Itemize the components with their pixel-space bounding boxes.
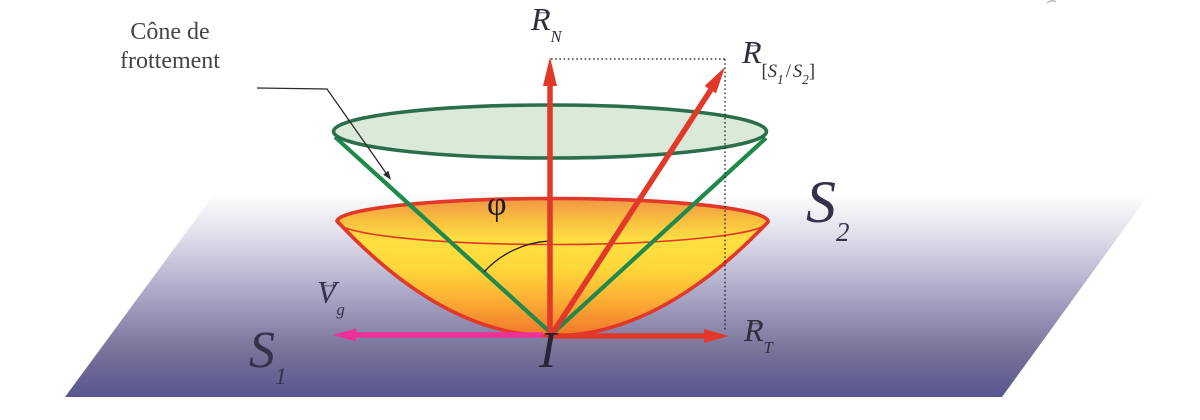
rn-subscript: N [550,27,562,47]
cone-annotation-line2: frottement [120,48,220,75]
label-friction-angle: φ [487,186,507,223]
rt-vector-head [704,329,729,343]
s1-index: 1 [777,72,784,88]
s2-index: 2 [802,72,809,88]
cropped-text-artifact [1046,0,1057,4]
vg-vector-head [333,328,356,342]
bracket-close: ] [808,60,816,82]
vector-arrow-icon: → [742,32,766,54]
surface2-index: 2 [836,217,850,248]
vector-arrow-icon: → [531,0,555,21]
annotation-leader-line [256,87,387,174]
cone-annotation-line1: Cône de [130,19,210,45]
cone-annotation: Cône de frottement [95,18,245,77]
label-total-reaction: → R[S1/S2] [742,32,815,87]
rs1s2-vector-shaft [549,86,715,336]
label-surface-2: S2 [806,169,850,246]
friction-angle-arc [483,240,550,273]
rn-vector-head [543,57,557,86]
label-tangential-reaction: → RT [744,310,773,357]
friction-cone-right-edge [550,136,768,336]
vector-arrow-icon: → [744,310,768,332]
rs1s2-vector-head [704,67,725,94]
label-sliding-velocity: → Vg [317,272,345,319]
vg-subscript: g [336,300,345,320]
label-normal-reaction: → RN [531,0,562,46]
vg-letter: V [317,274,337,310]
label-surface-1: S1 [249,322,287,389]
rt-subscript: T [763,338,773,358]
rs1s2-subscript: [S1/S2] [761,60,816,87]
surface1-index: 1 [275,364,287,390]
surface2-letter: S [806,169,836,235]
rt-letter: R [744,312,764,348]
slash: / [785,60,791,82]
s1-letter: S [767,60,778,82]
surface1-letter: S [249,322,275,379]
rs1s2-letter: R [742,34,762,70]
friction-cone-left-edge [333,135,554,336]
s2-letter: S [792,60,803,82]
rn-letter: R [531,1,551,37]
annotation-leader-arrowhead [383,170,391,180]
label-contact-point: I [539,322,557,379]
bracket-open: [ [761,60,768,82]
vector-arrow-icon: → [317,272,341,294]
